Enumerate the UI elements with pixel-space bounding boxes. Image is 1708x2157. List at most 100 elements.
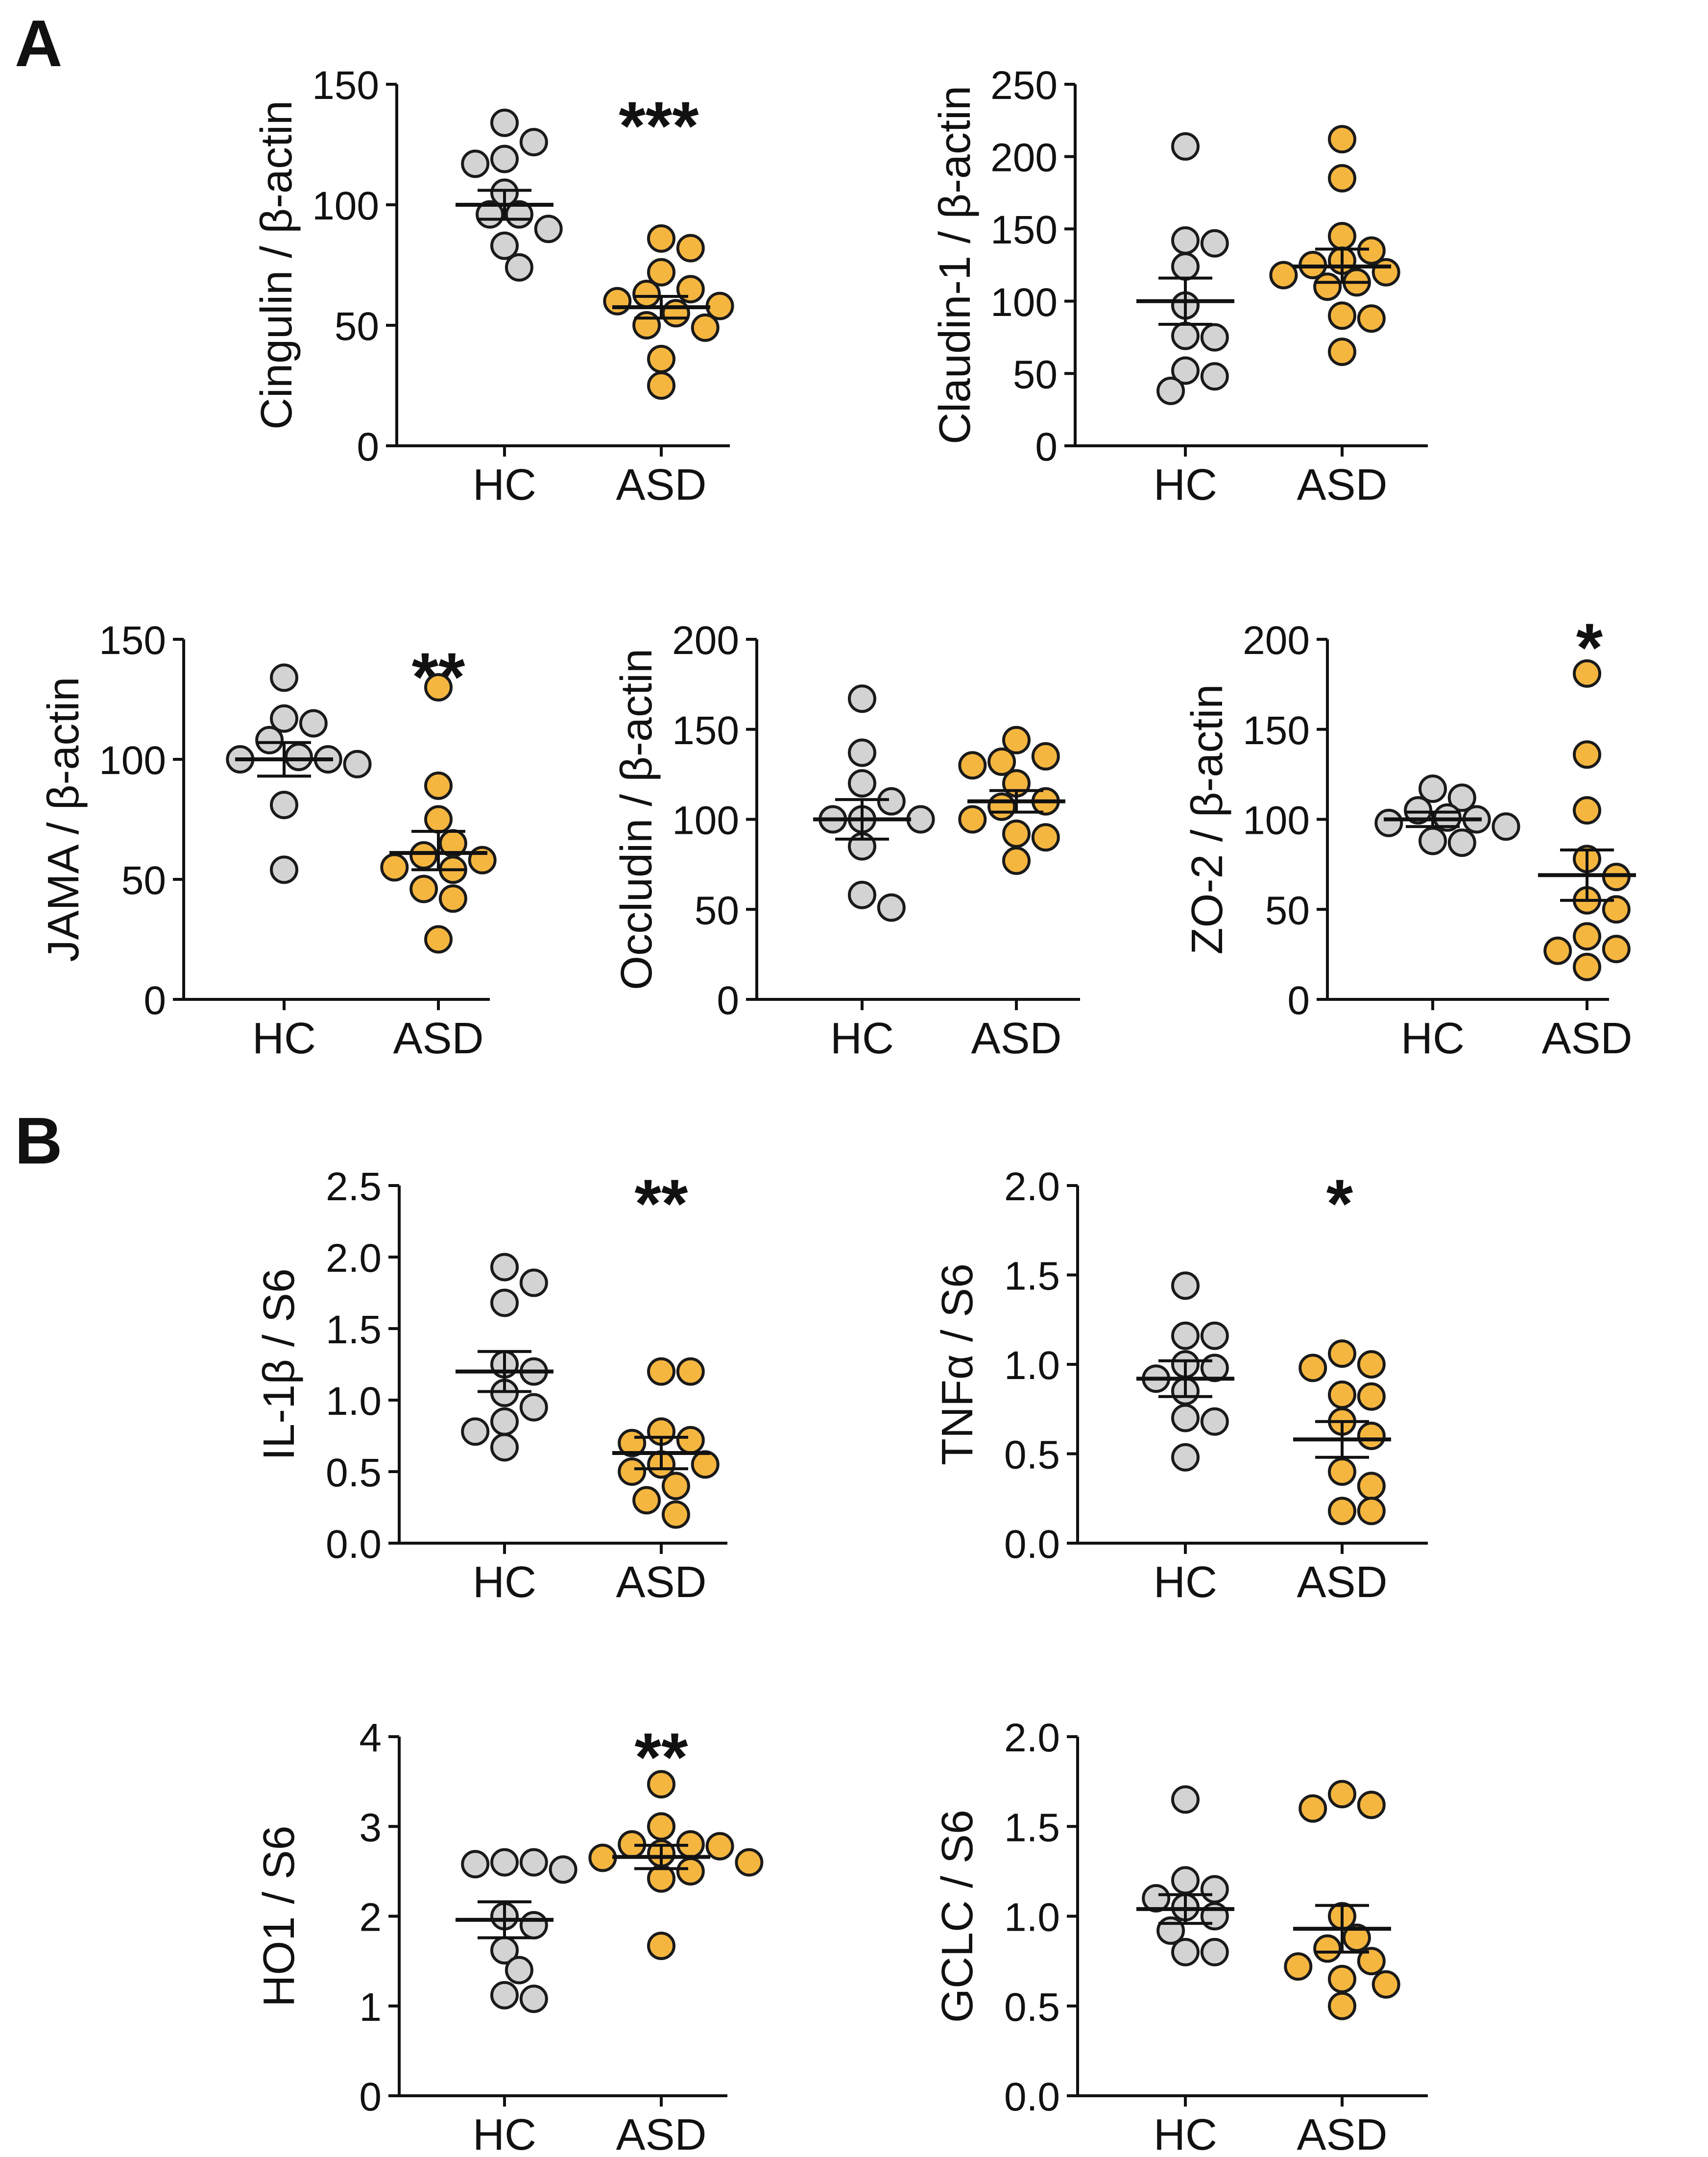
chart-7: 0.0 0.5 1.0 1.5 2.0 HC ASD TNFα / S6 * [933, 1164, 1428, 1607]
data-point-asd [647, 371, 675, 400]
data-point-hc [1171, 252, 1200, 281]
data-point-hc [1404, 796, 1433, 825]
data-point-hc [534, 215, 563, 243]
y-axis-label: HO1 / S6 [255, 1825, 304, 2007]
x-tick-label: ASD [616, 1558, 706, 1607]
data-point-hc [270, 663, 298, 692]
y-tick-label: 1.0 [1004, 1895, 1060, 1940]
data-point-asd [1602, 935, 1631, 964]
data-point-hc [1171, 1321, 1200, 1350]
x-tick-label: ASD [1541, 1014, 1632, 1063]
x-tick-label: HC [1401, 1014, 1465, 1063]
data-point-asd [1328, 221, 1356, 250]
data-point-hc [519, 1268, 548, 1297]
data-point-hc [490, 1253, 519, 1282]
data-point-hc [461, 149, 490, 178]
y-tick-label: 100 [99, 738, 166, 783]
y-tick-label: 50 [695, 888, 739, 933]
data-point-asd [1371, 258, 1400, 287]
y-tick-label: 150 [99, 618, 166, 663]
panel-label-b: B [15, 1104, 63, 1178]
data-point-asd [409, 841, 438, 870]
y-tick-label: 0 [144, 978, 166, 1023]
data-point-asd [1002, 847, 1031, 875]
data-point-hc [490, 1407, 519, 1436]
chart-1: 0 50 100 150 HC ASD Cingulin / β-actin *** [252, 63, 734, 509]
data-point-asd [1031, 742, 1060, 771]
data-point-asd [1328, 1964, 1356, 1993]
y-tick-label: 200 [672, 618, 739, 663]
data-point-asd [1573, 740, 1601, 769]
data-point-asd [958, 805, 987, 834]
data-point-asd [1002, 819, 1031, 848]
data-point-asd [1002, 726, 1031, 754]
x-tick-label: HC [1154, 2110, 1217, 2157]
data-point-asd [438, 884, 467, 913]
panel-label-a: A [15, 6, 63, 80]
data-point-hc [490, 1848, 519, 1877]
data-point-asd [618, 1457, 647, 1486]
data-point-asd [1328, 1381, 1356, 1409]
y-tick-label: 0 [1035, 425, 1058, 469]
data-point-asd [424, 805, 453, 834]
data-point-asd [1357, 1350, 1386, 1379]
data-point-asd [987, 792, 1016, 821]
data-point-hc [1171, 1271, 1200, 1300]
y-tick-label: 100 [990, 280, 1058, 325]
data-point-hc [299, 709, 328, 738]
data-point-hc [906, 805, 935, 834]
y-tick-label: 1.5 [1004, 1805, 1060, 1850]
data-point-hc [461, 1850, 490, 1879]
data-point-hc [490, 1288, 519, 1317]
data-point-asd [647, 224, 675, 253]
y-axis-label: IL-1β / S6 [255, 1268, 304, 1460]
data-point-asd [1284, 1952, 1313, 1981]
x-tick-label: ASD [616, 2110, 706, 2157]
data-point-asd [647, 258, 675, 287]
y-tick-label: 0 [359, 2075, 382, 2119]
data-point-asd [647, 344, 675, 373]
chart-9: 0.0 0.5 1.0 1.5 2.0 HC ASD GCLC / S6 [933, 1716, 1428, 2157]
data-point-asd [1328, 1991, 1356, 2020]
data-point-hc [877, 787, 906, 816]
data-point-asd [1328, 125, 1356, 154]
data-point-asd [676, 275, 705, 304]
data-point-asd [424, 673, 453, 702]
data-point-hc [519, 1848, 548, 1877]
data-point-hc [1447, 828, 1476, 857]
y-tick-label: 0.0 [1004, 1522, 1060, 1567]
data-point-hc [848, 738, 876, 767]
y-tick-label: 1.5 [1004, 1254, 1060, 1299]
y-axis-label: GCLC / S6 [933, 1810, 982, 2023]
data-point-hc [1171, 1785, 1200, 1814]
data-point-asd [735, 1848, 764, 1877]
data-point-hc [1200, 1407, 1229, 1436]
data-point-asd [1357, 1947, 1386, 1976]
data-point-asd [647, 1770, 675, 1799]
data-point-hc [549, 1855, 577, 1884]
data-point-asd [632, 311, 661, 339]
y-tick-label: 1.5 [326, 1308, 382, 1352]
data-point-asd [1328, 1497, 1356, 1526]
data-point-hc [343, 750, 372, 778]
data-point-hc [270, 855, 298, 884]
data-point-hc [490, 1981, 519, 2010]
data-point-hc [270, 791, 298, 820]
data-point-asd [1602, 895, 1631, 924]
y-tick-label: 50 [335, 304, 379, 349]
y-tick-label: 3 [359, 1805, 382, 1850]
data-point-asd [647, 1812, 675, 1841]
significance-stars: * [1326, 1165, 1353, 1242]
y-tick-label: 2.0 [1004, 1164, 1060, 1209]
data-point-asd [1328, 338, 1356, 366]
data-point-hc [490, 1433, 519, 1462]
data-point-asd [1357, 304, 1386, 333]
data-point-asd [676, 1857, 705, 1886]
x-tick-label: HC [473, 1558, 536, 1607]
data-point-asd [676, 1357, 705, 1386]
data-point-asd [1573, 952, 1601, 981]
data-point-hc [490, 231, 519, 260]
data-point-asd [632, 280, 661, 309]
data-point-asd [1357, 1422, 1386, 1450]
